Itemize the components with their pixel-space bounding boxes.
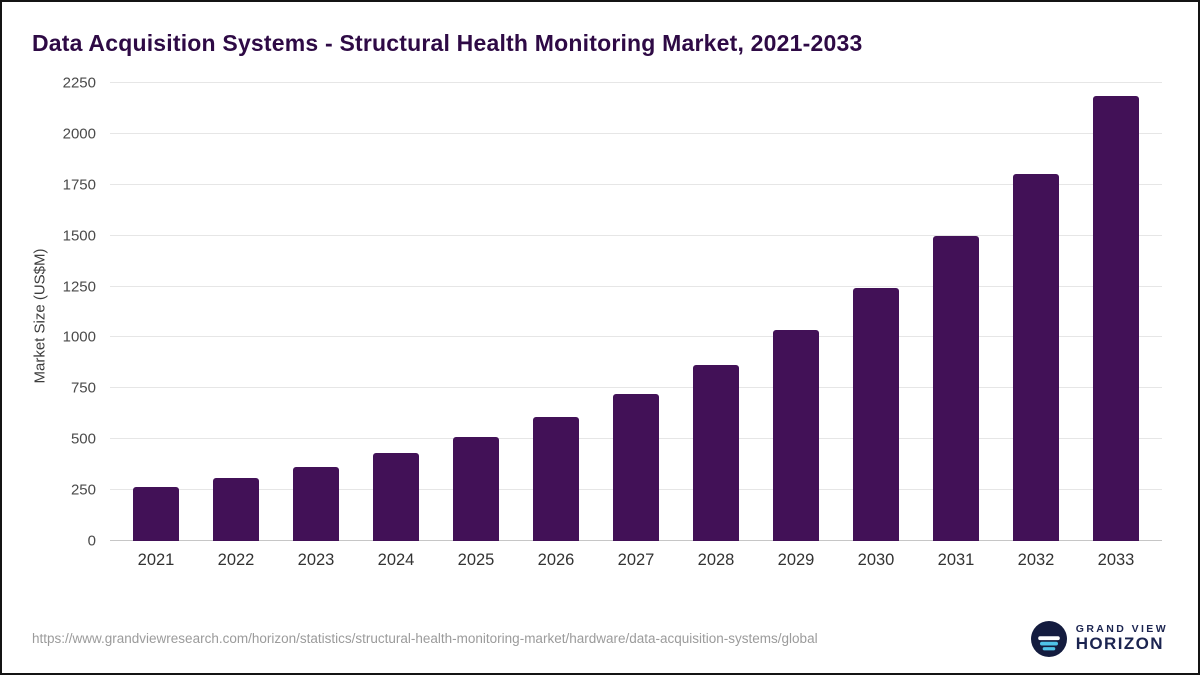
x-tick-label-2032: 2032 xyxy=(1017,551,1055,569)
chart-area: Market Size (US$M) 0 250 500 750 1000 1250 150… xyxy=(2,63,1198,607)
y-tick-label-2250: 2250 xyxy=(62,74,96,92)
bar-2026 xyxy=(533,416,579,541)
bar-column-2031 xyxy=(916,83,996,541)
bar-2021 xyxy=(133,487,179,541)
x-tick-label-2023: 2023 xyxy=(297,551,335,569)
x-axis-labels: 2021 2022 2023 2024 2025 2026 2027 2028 2029 2030… xyxy=(110,541,1162,570)
plot-region: 0 250 500 750 1000 1250 1500 1750 2000 2250 xyxy=(63,75,1162,550)
bar-2030 xyxy=(853,287,899,541)
x-tick-label-2033: 2033 xyxy=(1097,551,1135,569)
bar-column-2032 xyxy=(996,83,1076,541)
brand-name-bottom: HORIZON xyxy=(1075,634,1164,654)
bar-column-2030 xyxy=(836,83,916,541)
bar-column-2025 xyxy=(436,83,516,541)
bar-2027 xyxy=(613,394,659,541)
gridline-1750 xyxy=(110,183,1162,185)
bar-2023 xyxy=(293,466,339,541)
plot-wrap: 0 250 500 750 1000 1250 1500 1750 2000 2250 2021 2… xyxy=(54,69,1162,607)
x-tick-label-2031: 2031 xyxy=(937,551,975,569)
bar-2024 xyxy=(373,453,419,541)
bar-2025 xyxy=(453,437,499,541)
gridline-1500 xyxy=(110,234,1162,236)
x-tick-label-2026: 2026 xyxy=(537,551,575,569)
bar-2022 xyxy=(213,477,259,541)
bar-2032 xyxy=(1013,173,1059,541)
gridline-2000 xyxy=(110,132,1162,134)
gridline-1250 xyxy=(110,285,1162,287)
bar-column-2029 xyxy=(756,83,836,541)
bar-column-2033 xyxy=(1076,83,1156,541)
y-tick-label-500: 500 xyxy=(70,430,96,448)
y-tick-label-2000: 2000 xyxy=(62,125,96,143)
x-tick-label-2022: 2022 xyxy=(217,551,255,569)
y-tick-label-750: 750 xyxy=(70,379,96,397)
y-tick-label-1000: 1000 xyxy=(62,328,96,346)
brand-name-top: GRAND VIEW xyxy=(1075,622,1168,635)
y-tick-label-1500: 1500 xyxy=(62,227,96,245)
bar-column-2028 xyxy=(676,83,756,541)
bar-column-2027 xyxy=(596,83,676,541)
bar-2031 xyxy=(933,235,979,541)
x-tick-label-2030: 2030 xyxy=(857,551,895,569)
y-axis-title-strip: Market Size (US$M) xyxy=(26,69,54,607)
x-tick-label-2025: 2025 xyxy=(457,551,495,569)
chart-title: Data Acquisition Systems - Structural He… xyxy=(32,30,863,56)
y-tick-label-1250: 1250 xyxy=(62,278,96,296)
bar-column-2022 xyxy=(196,83,276,541)
y-tick-label-1750: 1750 xyxy=(62,176,96,194)
brand-text: GRAND VIEW HORIZON xyxy=(1075,622,1168,654)
y-tick-label-250: 250 xyxy=(70,481,96,499)
x-tick-label-2029: 2029 xyxy=(777,551,815,569)
bar-2028 xyxy=(693,364,739,541)
x-tick-label-2024: 2024 xyxy=(377,551,415,569)
y-tick-label-0: 0 xyxy=(87,532,96,550)
x-tick-label-2027: 2027 xyxy=(617,551,655,569)
bar-column-2026 xyxy=(516,83,596,541)
x-tick-label-2021: 2021 xyxy=(137,551,175,569)
gridline-2250 xyxy=(110,82,1162,83)
bar-column-2024 xyxy=(356,83,436,541)
brand-logo: GRAND VIEW HORIZON xyxy=(1030,621,1168,657)
bar-2029 xyxy=(773,330,819,541)
gridline-750 xyxy=(110,387,1162,389)
y-axis-title: Market Size (US$M) xyxy=(31,248,49,384)
bars-layer xyxy=(110,83,1162,541)
bar-column-2023 xyxy=(276,83,356,541)
gridline-1000 xyxy=(110,336,1162,338)
bar-column-2021 xyxy=(116,83,196,541)
x-tick-label-2028: 2028 xyxy=(697,551,735,569)
horizon-logo-icon xyxy=(1030,621,1067,657)
source-url: https://www.grandviewresearch.com/horizo… xyxy=(32,630,818,646)
bar-2033 xyxy=(1093,96,1139,541)
footer: https://www.grandviewresearch.com/horizo… xyxy=(2,607,1198,673)
